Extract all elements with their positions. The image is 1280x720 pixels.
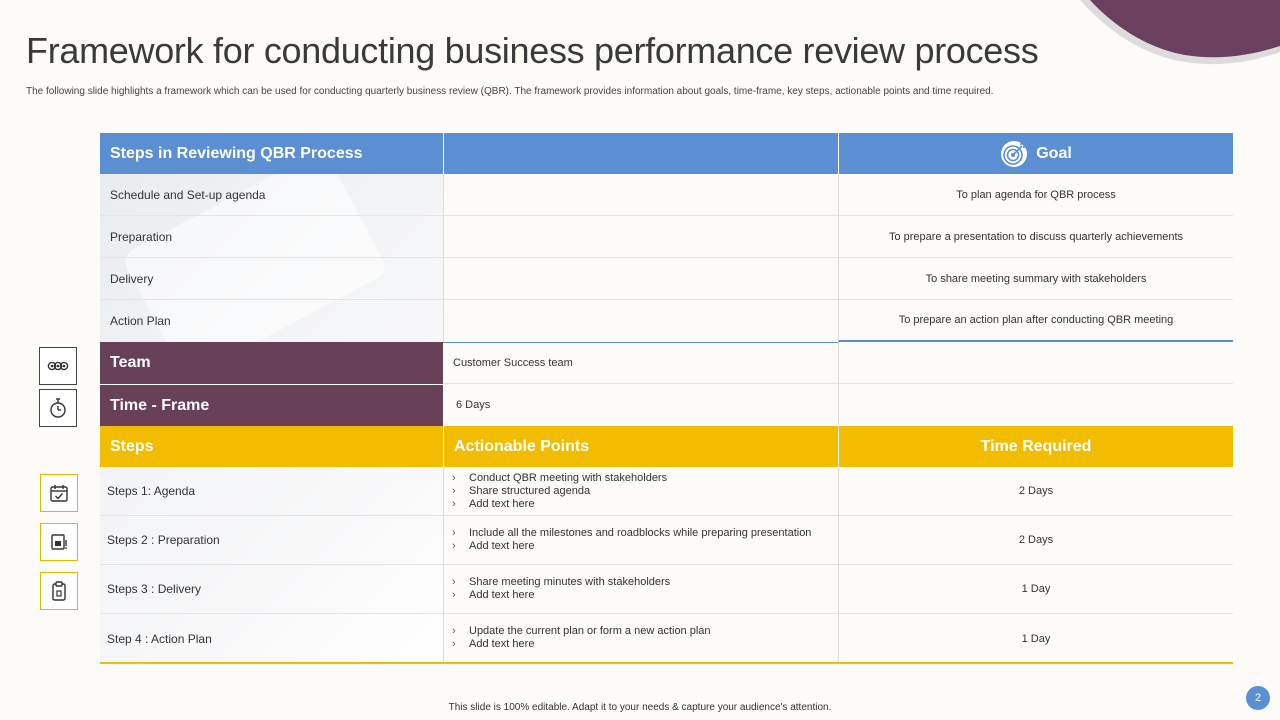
- step-name: Steps 1: Agenda: [100, 467, 443, 516]
- point-text: Share structured agenda: [469, 485, 591, 497]
- page-title: Framework for conducting business perfor…: [26, 30, 1039, 71]
- footer-note: This slide is 100% editable. Adapt it to…: [448, 702, 832, 713]
- team-value: Customer Success team: [443, 342, 838, 384]
- step-points-cell: [443, 565, 838, 614]
- review-row-goal: To prepare a presentation to discuss qua…: [838, 216, 1233, 258]
- step-points-cell: [443, 614, 838, 663]
- list-item: › Add text here: [452, 540, 811, 553]
- clipboard-icon: [40, 572, 78, 610]
- point-text: Conduct QBR meeting with stakeholders: [469, 472, 668, 484]
- review-row-blank: [443, 174, 838, 216]
- review-row-step: Preparation: [100, 216, 443, 258]
- list-item: › Add text here: [452, 638, 711, 651]
- step-points: › Update the current plan or form a new a…: [452, 625, 711, 651]
- time-frame-blank: [838, 384, 1233, 426]
- step-time: 1 Day: [838, 614, 1233, 663]
- page-subtitle: The following slide highlights a framewo…: [26, 86, 994, 97]
- review-header-goal: Goal: [838, 133, 1233, 174]
- point-text: Add text here: [469, 498, 535, 510]
- chevron-right-icon: ›: [452, 589, 456, 601]
- review-row-goal: To prepare an action plan after conducti…: [838, 300, 1233, 342]
- list-item: › Add text here: [452, 589, 670, 602]
- review-row-step: Action Plan: [110, 314, 171, 328]
- chevron-right-icon: ›: [452, 638, 456, 650]
- chevron-right-icon: ›: [452, 625, 456, 637]
- time-frame-value: 6 Days: [456, 399, 491, 411]
- review-row-goal: To share meeting summary with stakeholde…: [838, 258, 1233, 300]
- review-row-goal: To plan agenda for QBR process: [838, 174, 1233, 216]
- chevron-right-icon: ›: [452, 498, 456, 510]
- goal-header-label: Goal: [1036, 144, 1072, 162]
- step-name: Steps 2 : Preparation: [100, 516, 443, 565]
- review-row-blank: [443, 300, 838, 342]
- point-text: Update the current plan or form a new ac…: [469, 625, 711, 637]
- step-points: › Conduct QBR meeting with stakeholders ›…: [452, 472, 667, 511]
- team-label: Team: [100, 342, 443, 384]
- step-points-cell: [443, 516, 838, 565]
- decorative-blob: [1080, 0, 1280, 65]
- point-text: Add text here: [469, 589, 535, 601]
- list-item: › Add text here: [452, 498, 667, 511]
- review-header-label: Steps in Reviewing QBR Process: [110, 144, 363, 162]
- time-frame-label: Time - Frame: [100, 384, 443, 426]
- list-item: › Include all the milestones and roadbloc…: [452, 527, 811, 540]
- chevron-right-icon: ›: [452, 472, 456, 484]
- review-header-steps: Steps in Reviewing QBR Process: [100, 133, 443, 174]
- review-row-blank: [443, 258, 838, 300]
- review-row-step: Delivery: [100, 258, 443, 300]
- step-points: › Share meeting minutes with stakeholders…: [452, 576, 670, 602]
- step-time: 2 Days: [838, 467, 1233, 516]
- team-blank: [838, 342, 1233, 384]
- steps-header: Steps: [100, 426, 443, 467]
- list-item: › Share structured agenda: [452, 485, 667, 498]
- step-time: 1 Day: [838, 565, 1233, 614]
- point-text: Add text here: [469, 540, 535, 552]
- point-text: Include all the milestones and roadblock…: [469, 527, 812, 539]
- chevron-right-icon: ›: [452, 527, 456, 539]
- point-text: Share meeting minutes with stakeholders: [469, 576, 671, 588]
- step-time: 2 Days: [838, 516, 1233, 565]
- chevron-right-icon: ›: [452, 576, 456, 588]
- calendar-check-icon: [40, 474, 78, 512]
- list-item: › Update the current plan or form a new a…: [452, 625, 711, 638]
- step-points-cell: [443, 467, 838, 516]
- list-item: › Conduct QBR meeting with stakeholders: [452, 472, 667, 485]
- chevron-right-icon: ›: [452, 540, 456, 552]
- presentation-icon: [40, 523, 78, 561]
- review-row-blank: [443, 216, 838, 258]
- chevron-right-icon: ›: [452, 485, 456, 497]
- time-required-header: Time Required: [838, 426, 1233, 467]
- stopwatch-icon: [39, 389, 77, 427]
- review-row-step: Schedule and Set-up agenda: [100, 174, 443, 216]
- point-text: Add text here: [469, 638, 535, 650]
- target-icon: [1000, 140, 1028, 168]
- step-points: › Include all the milestones and roadbloc…: [452, 527, 811, 553]
- table-bottom-rule: [100, 662, 1233, 664]
- team-icon: [39, 347, 77, 385]
- review-header-blank: [443, 133, 838, 174]
- step-name: Step 4 : Action Plan: [107, 631, 212, 646]
- page-number: 2: [1246, 686, 1270, 710]
- list-item: › Share meeting minutes with stakeholders: [452, 576, 670, 589]
- step-name: Steps 3 : Delivery: [100, 565, 443, 614]
- actionable-header: Actionable Points: [443, 426, 838, 467]
